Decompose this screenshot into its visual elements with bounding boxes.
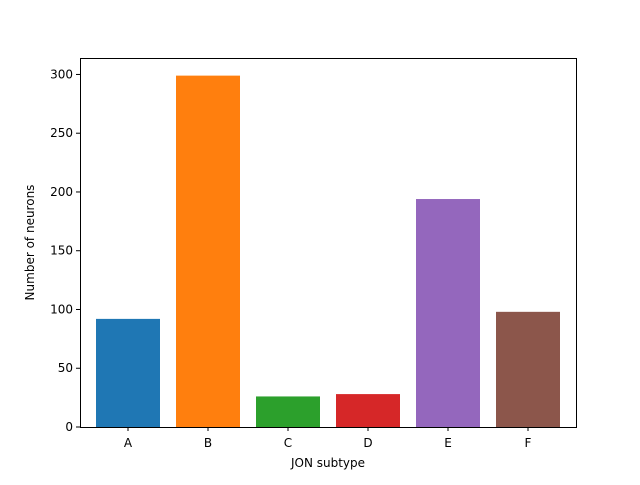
x-tick-label: A <box>124 436 133 450</box>
bar-b <box>176 75 240 428</box>
y-tick-label: 0 <box>65 420 73 434</box>
y-axis-ticks: 0 50 100 150 200 250 300 <box>50 67 80 434</box>
bar-c <box>256 396 320 427</box>
y-axis-label: Number of neurons <box>23 185 37 301</box>
x-axis-ticks: A B C D E F <box>124 427 532 450</box>
bar-f <box>496 311 560 427</box>
bar-a <box>96 318 160 427</box>
bar-e <box>416 199 480 427</box>
x-tick-label: F <box>525 436 532 450</box>
axes-frame <box>80 58 577 428</box>
y-tick-label: 100 <box>50 302 73 316</box>
x-tick-label: E <box>444 436 452 450</box>
bar-d <box>336 394 400 427</box>
y-tick-label: 150 <box>50 244 73 258</box>
y-tick-label: 250 <box>50 126 73 140</box>
bars-group <box>96 75 560 428</box>
y-tick-label: 200 <box>50 185 73 199</box>
y-tick-label: 50 <box>58 361 73 375</box>
x-tick-label: C <box>284 436 292 450</box>
y-tick-label: 300 <box>50 67 73 81</box>
x-tick-label: D <box>363 436 372 450</box>
x-axis-label: JON subtype <box>290 456 365 470</box>
x-tick-label: B <box>204 436 212 450</box>
